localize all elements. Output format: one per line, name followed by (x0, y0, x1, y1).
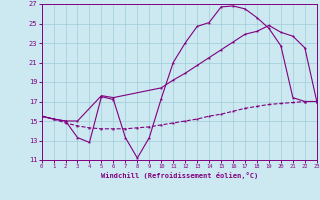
X-axis label: Windchill (Refroidissement éolien,°C): Windchill (Refroidissement éolien,°C) (100, 172, 258, 179)
